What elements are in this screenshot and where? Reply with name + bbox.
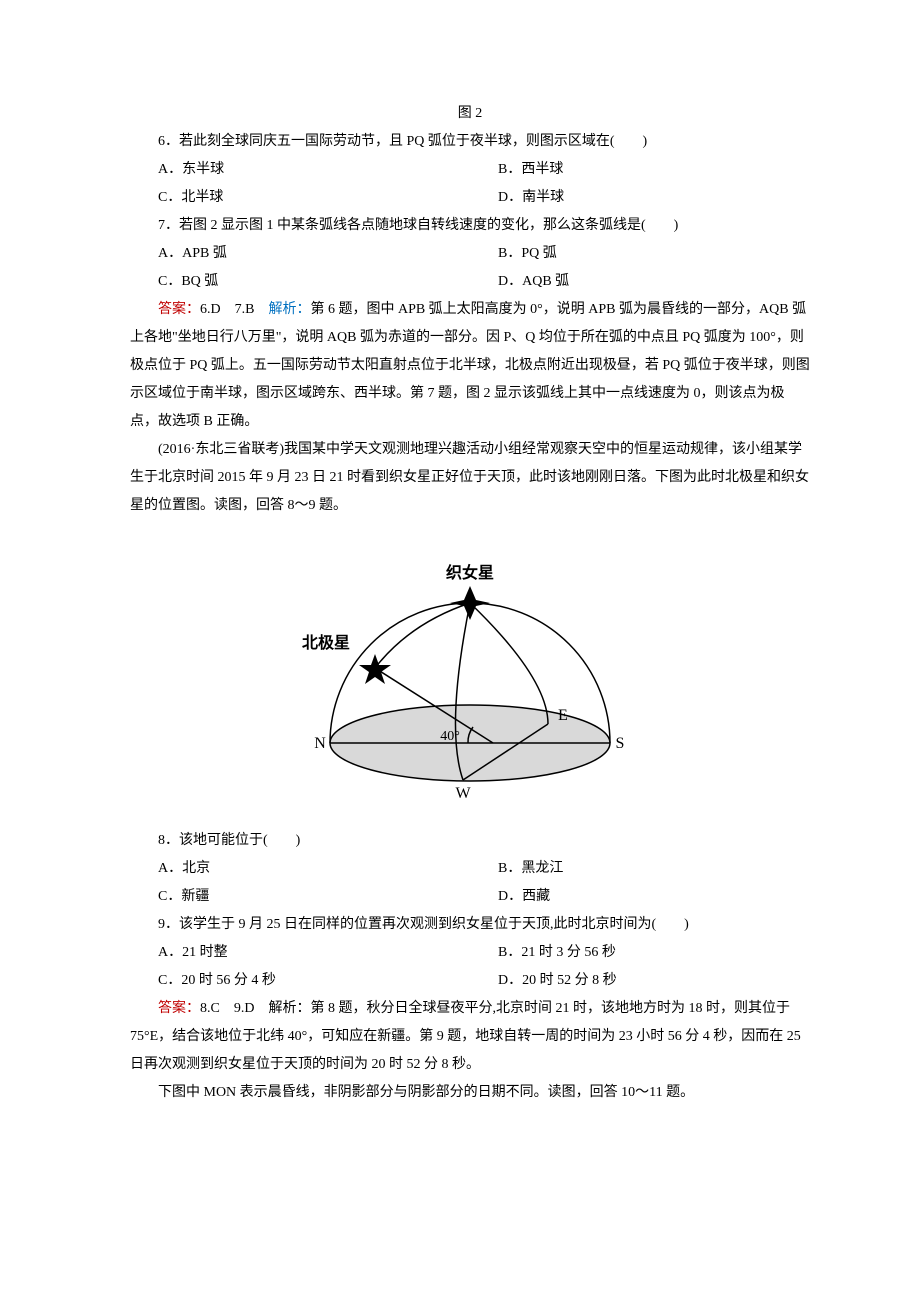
intro-8-9: (2016·东北三省联考)我国某中学天文观测地理兴趣活动小组经常观察天空中的恒星… xyxy=(130,436,810,520)
q7-opt-b: B．PQ 弧 xyxy=(470,240,810,268)
q7-row1: A．APB 弧 B．PQ 弧 xyxy=(130,240,810,268)
q6-row1: A．东半球 B．西半球 xyxy=(130,156,810,184)
label-angle: 40° xyxy=(440,729,460,744)
q8-stem: 8．该地可能位于( ) xyxy=(130,827,810,855)
q6-opt-d: D．南半球 xyxy=(470,184,810,212)
q6-opt-b: B．西半球 xyxy=(470,156,810,184)
answer-6-7-text: 第 6 题，图中 APB 弧上太阳高度为 0°，说明 APB 弧为晨昏线的一部分… xyxy=(130,302,810,429)
q6-row2: C．北半球 D．南半球 xyxy=(130,184,810,212)
answer-8-9: 答案：8.C 9.D 解析：第 8 题，秋分日全球昼夜平分,北京时间 21 时，… xyxy=(130,995,810,1079)
polaris-vega-diagram: 织女星 北极星 N S E W 40° xyxy=(130,528,810,819)
answer-6-7-keys: 6.D 7.B xyxy=(200,302,268,317)
answer-8-9-keys: 8.C 9.D xyxy=(200,1001,268,1016)
answer-8-9-prefix: 答案： xyxy=(158,1001,200,1016)
q9-opt-c: C．20 时 56 分 4 秒 xyxy=(130,967,470,995)
diagram-svg: 织女星 北极星 N S E W 40° xyxy=(290,528,650,808)
q9-opt-d: D．20 时 52 分 8 秒 xyxy=(470,967,810,995)
answer-6-7-label: 解析： xyxy=(268,302,310,317)
q9-opt-a: A．21 时整 xyxy=(130,939,470,967)
q6-stem: 6．若此刻全球同庆五一国际劳动节，且 PQ 弧位于夜半球，则图示区域在( ) xyxy=(130,128,810,156)
q8-opt-b: B．黑龙江 xyxy=(470,855,810,883)
q9-stem: 9．该学生于 9 月 25 日在同样的位置再次观测到织女星位于天顶,此时北京时间… xyxy=(130,911,810,939)
q8-row1: A．北京 B．黑龙江 xyxy=(130,855,810,883)
q9-row2: C．20 时 56 分 4 秒 D．20 时 52 分 8 秒 xyxy=(130,967,810,995)
q7-opt-c: C．BQ 弧 xyxy=(130,268,470,296)
q6-opt-c: C．北半球 xyxy=(130,184,470,212)
q7-stem: 7．若图 2 显示图 1 中某条弧线各点随地球自转线速度的变化，那么这条弧线是(… xyxy=(130,212,810,240)
q8-opt-d: D．西藏 xyxy=(470,883,810,911)
label-w: W xyxy=(455,785,471,802)
answer-6-7: 答案：6.D 7.B 解析：第 6 题，图中 APB 弧上太阳高度为 0°，说明… xyxy=(130,296,810,436)
intro-10-11: 下图中 MON 表示晨昏线，非阴影部分与阴影部分的日期不同。读图，回答 10～1… xyxy=(130,1079,810,1107)
q8-opt-c: C．新疆 xyxy=(130,883,470,911)
q9-opt-b: B．21 时 3 分 56 秒 xyxy=(470,939,810,967)
vega-polaris-arc xyxy=(375,603,470,668)
answer-6-7-prefix: 答案： xyxy=(158,302,200,317)
label-n: N xyxy=(314,735,326,752)
label-s: S xyxy=(616,735,625,752)
q7-opt-a: A．APB 弧 xyxy=(130,240,470,268)
q7-row2: C．BQ 弧 D．AQB 弧 xyxy=(130,268,810,296)
vega-star-icon xyxy=(450,586,490,620)
q7-opt-d: D．AQB 弧 xyxy=(470,268,810,296)
fig2-caption: 图 2 xyxy=(130,100,810,128)
polaris-star-icon xyxy=(359,654,391,684)
label-vega: 织女星 xyxy=(446,563,494,582)
q9-row1: A．21 时整 B．21 时 3 分 56 秒 xyxy=(130,939,810,967)
q8-row2: C．新疆 D．西藏 xyxy=(130,883,810,911)
label-e: E xyxy=(558,707,568,724)
q6-opt-a: A．东半球 xyxy=(130,156,470,184)
q8-opt-a: A．北京 xyxy=(130,855,470,883)
label-polaris: 北极星 xyxy=(302,633,350,652)
